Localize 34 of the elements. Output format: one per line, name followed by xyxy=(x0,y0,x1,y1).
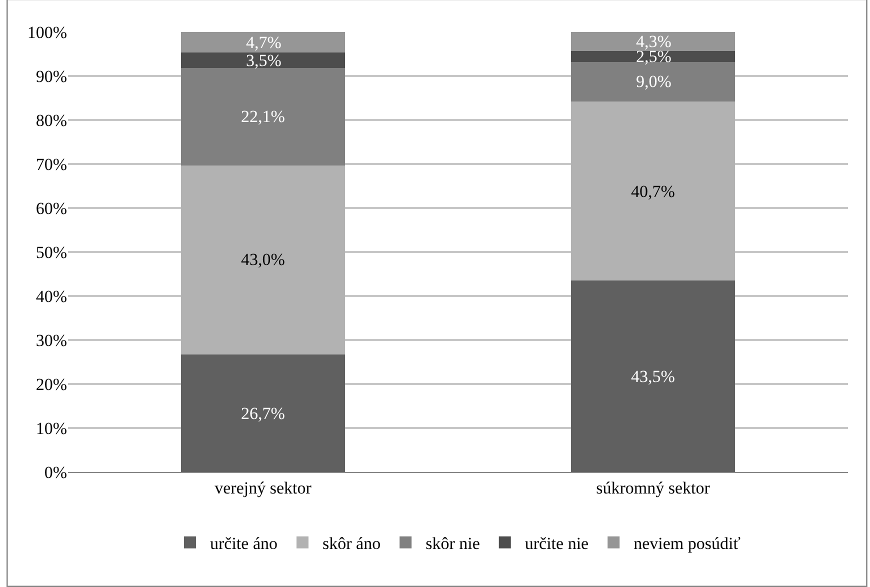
y-tick-label: 20% xyxy=(36,374,67,394)
data-label: 40,7% xyxy=(631,182,675,201)
y-tick-label: 60% xyxy=(36,198,67,218)
bar xyxy=(181,52,345,68)
y-tick-label: 0% xyxy=(44,462,67,482)
data-label: 3,5% xyxy=(246,51,282,70)
y-tick-label: 80% xyxy=(36,110,67,130)
legend-label: určite nie xyxy=(524,534,589,553)
data-label: 4,7% xyxy=(246,33,282,52)
y-tick-label: 40% xyxy=(36,286,67,306)
y-tick-label: 70% xyxy=(36,154,67,174)
data-label: 43,5% xyxy=(631,367,675,386)
y-tick-label: 100% xyxy=(27,22,67,42)
data-label: 4,3% xyxy=(636,32,672,51)
bar xyxy=(181,354,345,472)
y-tick-label: 10% xyxy=(36,418,67,438)
bar xyxy=(181,32,345,53)
bar xyxy=(571,280,735,472)
x-tick-label: verejný sektor xyxy=(214,478,312,498)
bar xyxy=(181,165,345,355)
bar xyxy=(571,102,735,281)
x-tick-label: súkromný sektor xyxy=(596,478,710,498)
data-label: 43,0% xyxy=(241,250,285,269)
legend-label: určite áno xyxy=(210,534,278,553)
y-tick-label: 90% xyxy=(36,66,67,86)
y-tick-label: 30% xyxy=(36,330,67,350)
bar xyxy=(571,32,735,51)
y-tick-label: 50% xyxy=(36,242,67,262)
data-label: 9,0% xyxy=(636,72,672,91)
legend-label: neviem posúdiť xyxy=(634,534,740,553)
data-label: 26,7% xyxy=(241,404,285,423)
data-label: 22,1% xyxy=(241,107,285,126)
legend-label: skôr áno xyxy=(322,534,381,553)
legend-label: skôr nie xyxy=(426,534,480,553)
